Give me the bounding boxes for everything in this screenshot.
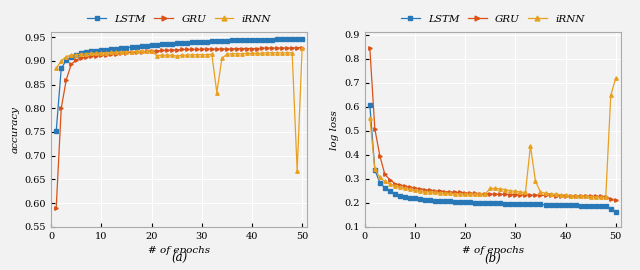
X-axis label: # of epochs: # of epochs <box>148 246 211 255</box>
Y-axis label: accuracy: accuracy <box>10 106 19 153</box>
Legend: LSTM, GRU, iRNN: LSTM, GRU, iRNN <box>397 10 589 28</box>
Legend: LSTM, GRU, iRNN: LSTM, GRU, iRNN <box>83 10 275 28</box>
Y-axis label: log loss: log loss <box>330 110 339 150</box>
Text: (a): (a) <box>171 252 188 265</box>
Text: (b): (b) <box>484 252 501 265</box>
X-axis label: # of epochs: # of epochs <box>461 246 524 255</box>
